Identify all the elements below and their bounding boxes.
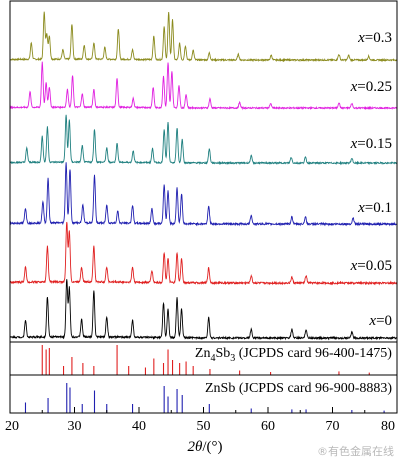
series-label-var: x — [357, 30, 365, 46]
series-label-4: x=0.05 — [350, 258, 392, 274]
x-tick-label: 20 — [5, 419, 19, 434]
x-tick-label: 80 — [381, 419, 395, 434]
pattern-traces — [9, 11, 398, 341]
series-label-var: x — [350, 136, 358, 152]
x-tick-label: 70 — [326, 419, 340, 434]
trace-2 — [9, 114, 398, 166]
series-label-0: x=0.3 — [357, 30, 392, 46]
series-label-2: x=0.15 — [350, 136, 392, 152]
watermark: ®有色金属在线 — [317, 445, 394, 458]
ref-label-part: Sb — [215, 346, 230, 361]
x-axis-label-unit: /(°) — [202, 439, 222, 455]
series-label-var: x — [350, 79, 358, 95]
series-label-var: x — [357, 200, 365, 216]
series-label-val: =0.3 — [365, 30, 392, 46]
ref-label-part: 4 — [210, 353, 215, 364]
ref-label-zn4sb3: Zn4Sb3 (JCPDS card 96-400-1475) — [195, 346, 392, 364]
x-tick-label: 60 — [261, 419, 275, 434]
x-axis-label-main: 2θ — [187, 439, 203, 455]
trace-1 — [9, 61, 398, 111]
x-tick-label: 50 — [197, 419, 211, 434]
x-axis-label: 2θ/(°) — [187, 439, 222, 455]
trace-0 — [9, 11, 398, 63]
x-tick-label: 40 — [132, 419, 146, 434]
reference-lines — [24, 345, 385, 413]
trace-3 — [9, 162, 398, 227]
ref-label-part: 3 — [230, 353, 235, 364]
ref-label-part: Zn — [195, 346, 211, 361]
series-label-val: =0.15 — [357, 136, 392, 152]
series-label-var: x — [350, 258, 358, 274]
series-label-var: x — [368, 313, 376, 329]
trace-4 — [9, 221, 398, 286]
trace-5 — [9, 279, 398, 341]
series-label-val: =0.05 — [357, 258, 392, 274]
series-label-val: =0.25 — [357, 79, 392, 95]
series-label-val: =0.1 — [365, 200, 392, 216]
series-label-val: =0 — [376, 313, 392, 329]
x-tick-label: 30 — [68, 419, 82, 434]
series-label-5: x=0 — [368, 313, 392, 329]
x-axis: 20 30 40 50 60 70 80 — [5, 407, 398, 434]
series-label-3: x=0.1 — [357, 200, 392, 216]
ref-label-znsb: ZnSb (JCPDS card 96-900-8883) — [205, 381, 392, 396]
series-label-1: x=0.25 — [350, 79, 392, 95]
ref-label-part: (JCPDS card 96-400-1475) — [235, 346, 392, 361]
